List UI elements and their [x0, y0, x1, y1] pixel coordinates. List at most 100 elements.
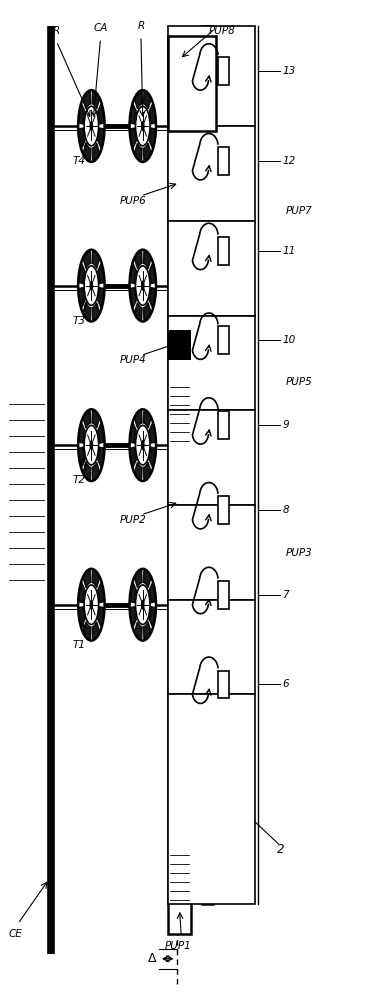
- Polygon shape: [78, 447, 85, 468]
- Polygon shape: [98, 447, 104, 468]
- Circle shape: [78, 569, 105, 641]
- Polygon shape: [149, 288, 156, 308]
- Circle shape: [90, 440, 93, 450]
- Text: R: R: [137, 21, 145, 31]
- Bar: [218, 326, 229, 354]
- Bar: [218, 57, 229, 85]
- Bar: [168, 600, 255, 694]
- Text: 2: 2: [277, 843, 284, 856]
- Bar: [218, 496, 229, 524]
- Polygon shape: [92, 622, 100, 640]
- Polygon shape: [134, 251, 142, 269]
- Polygon shape: [98, 582, 104, 603]
- Circle shape: [84, 266, 99, 305]
- Polygon shape: [130, 607, 137, 627]
- Text: T1: T1: [73, 640, 86, 650]
- Circle shape: [135, 425, 150, 465]
- Bar: [168, 330, 191, 360]
- Text: 12: 12: [282, 156, 296, 166]
- Bar: [168, 36, 216, 131]
- Bar: [168, 26, 255, 126]
- Polygon shape: [130, 128, 137, 149]
- Polygon shape: [98, 607, 104, 627]
- Circle shape: [90, 121, 93, 131]
- Polygon shape: [78, 423, 85, 443]
- Polygon shape: [144, 143, 151, 161]
- Polygon shape: [78, 103, 85, 124]
- Circle shape: [78, 250, 105, 321]
- Circle shape: [90, 600, 93, 610]
- Text: R: R: [53, 26, 60, 36]
- Text: $\Delta$: $\Delta$: [148, 952, 158, 965]
- Polygon shape: [149, 128, 156, 149]
- Polygon shape: [134, 622, 142, 640]
- Bar: [218, 147, 229, 175]
- Bar: [168, 316, 255, 410]
- Bar: [168, 126, 255, 221]
- Bar: [168, 36, 191, 934]
- Polygon shape: [144, 462, 151, 480]
- Polygon shape: [130, 582, 137, 603]
- Circle shape: [141, 121, 145, 131]
- Polygon shape: [144, 303, 151, 321]
- Polygon shape: [92, 570, 100, 588]
- Circle shape: [141, 440, 145, 450]
- Polygon shape: [92, 462, 100, 480]
- Circle shape: [130, 250, 156, 321]
- Text: PUP4: PUP4: [120, 355, 147, 365]
- Polygon shape: [83, 251, 91, 269]
- Bar: [218, 237, 229, 265]
- Polygon shape: [149, 582, 156, 603]
- Polygon shape: [98, 128, 104, 149]
- Text: PUP1: PUP1: [164, 941, 191, 951]
- Text: PUP3: PUP3: [286, 548, 313, 558]
- Circle shape: [84, 106, 99, 146]
- Polygon shape: [83, 143, 91, 161]
- Polygon shape: [92, 91, 100, 109]
- Text: T2: T2: [73, 475, 86, 485]
- Polygon shape: [149, 423, 156, 443]
- Circle shape: [84, 585, 99, 624]
- Text: PUP5: PUP5: [286, 377, 313, 387]
- Polygon shape: [78, 263, 85, 284]
- Circle shape: [130, 569, 156, 641]
- Text: PUP6: PUP6: [120, 196, 147, 206]
- Polygon shape: [144, 622, 151, 640]
- Polygon shape: [92, 251, 100, 269]
- Polygon shape: [83, 303, 91, 321]
- Polygon shape: [98, 423, 104, 443]
- Polygon shape: [98, 103, 104, 124]
- Polygon shape: [134, 570, 142, 588]
- Polygon shape: [144, 570, 151, 588]
- Polygon shape: [78, 288, 85, 308]
- Polygon shape: [83, 570, 91, 588]
- Polygon shape: [83, 462, 91, 480]
- Bar: [168, 221, 255, 316]
- Text: PUP8: PUP8: [209, 26, 236, 36]
- Circle shape: [135, 585, 150, 624]
- Bar: [168, 505, 255, 600]
- Polygon shape: [130, 447, 137, 468]
- Circle shape: [78, 409, 105, 481]
- Polygon shape: [92, 410, 100, 428]
- Circle shape: [130, 409, 156, 481]
- Text: T4: T4: [73, 156, 86, 166]
- Text: CE: CE: [9, 929, 23, 939]
- Bar: [168, 410, 255, 505]
- Polygon shape: [83, 622, 91, 640]
- Text: 11: 11: [282, 246, 296, 256]
- Polygon shape: [92, 303, 100, 321]
- Polygon shape: [130, 288, 137, 308]
- Text: CA: CA: [93, 23, 108, 33]
- Text: 13: 13: [282, 66, 296, 76]
- Text: 10: 10: [282, 335, 296, 345]
- Circle shape: [135, 266, 150, 305]
- Polygon shape: [78, 582, 85, 603]
- Polygon shape: [144, 410, 151, 428]
- Polygon shape: [144, 91, 151, 109]
- Circle shape: [141, 600, 145, 610]
- Polygon shape: [78, 128, 85, 149]
- Polygon shape: [134, 303, 142, 321]
- Polygon shape: [98, 288, 104, 308]
- Bar: [218, 671, 229, 698]
